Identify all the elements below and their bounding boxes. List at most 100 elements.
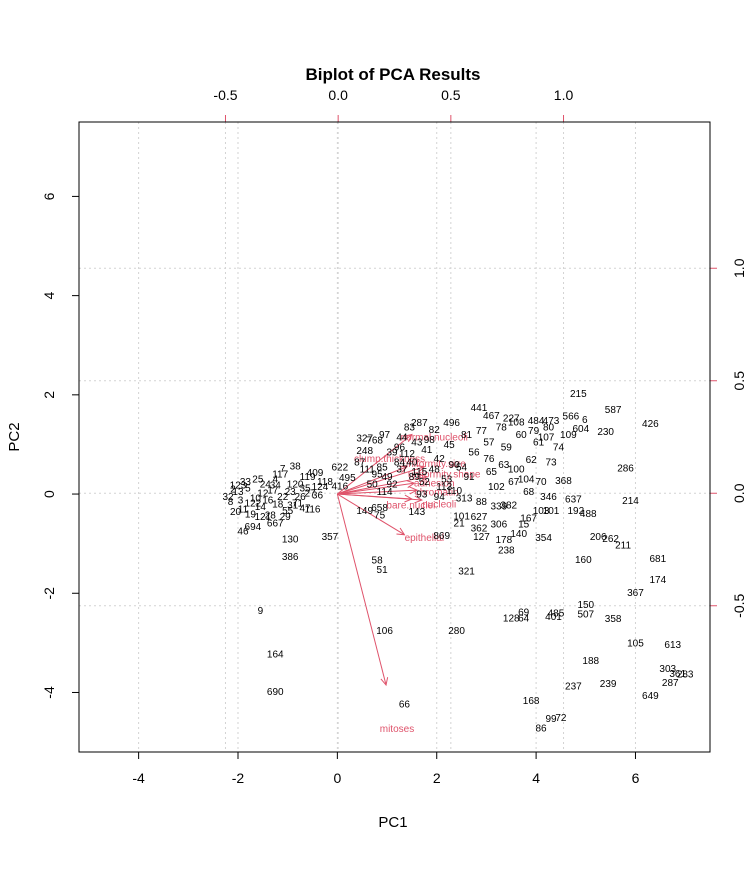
point-label-188: 115 <box>411 467 427 478</box>
point-label-126: 33 <box>240 477 252 488</box>
point-label-141: 52 <box>419 477 431 488</box>
y-tick-label-1: -2 <box>41 587 57 600</box>
point-label-16: 768 <box>366 435 383 446</box>
plot-frame <box>78 121 711 753</box>
loading-arrow-8 <box>337 489 417 495</box>
point-label-140: 50 <box>367 480 379 491</box>
point-label-92: 7 <box>280 464 286 475</box>
point-label-100: 71 <box>292 498 304 509</box>
point-label-60: 46 <box>237 526 249 537</box>
loading-arrowhead-3 <box>404 494 414 503</box>
grid-lines <box>79 122 710 752</box>
point-label-115: 20 <box>230 507 242 518</box>
point-label-138: 48 <box>429 465 441 476</box>
point-label-116: 22 <box>277 492 289 503</box>
point-label-68: 238 <box>498 546 515 557</box>
loading-arrow-7 <box>337 482 415 495</box>
loading-label-5: uniformity.size <box>403 459 467 470</box>
point-label-191: 118 <box>317 477 333 488</box>
point-label-10: 484 <box>528 416 545 427</box>
top-loading-axis: -0.5 0.0 0.5 1.0 <box>213 87 573 122</box>
point-label-98: 495 <box>339 473 356 484</box>
loading-label-3: bare.nuclei <box>386 500 435 511</box>
point-label-29: 160 <box>575 555 592 566</box>
point-label-124: 31 <box>287 500 299 511</box>
point-label-32: 358 <box>605 614 622 625</box>
loading-label-2: nucleoli <box>422 499 456 510</box>
point-label-73: 362 <box>471 523 488 534</box>
loading-arrow-3 <box>337 493 412 500</box>
point-label-170: 91 <box>463 472 475 483</box>
point-label-132: 40 <box>406 457 418 468</box>
point-label-45: 99 <box>545 714 557 725</box>
loading-label-9: normal.nucleoli <box>401 433 468 444</box>
point-label-63: 75 <box>374 510 386 521</box>
point-label-87: 128 <box>503 614 520 625</box>
point-label-42: 649 <box>642 691 659 702</box>
right-tick-label-2: 0.5 <box>731 371 747 391</box>
point-label-84: 140 <box>510 529 527 540</box>
point-label-131: 39 <box>386 447 398 458</box>
loading-label-0: epithelial <box>405 533 444 544</box>
top-tick-label-3: 1.0 <box>554 87 574 103</box>
point-label-109: 13 <box>232 487 244 498</box>
x-tick-label-4: 4 <box>532 770 540 786</box>
y-tick-label-2: 0 <box>41 490 57 498</box>
point-label-185: 112 <box>399 449 415 460</box>
point-label-51: 58 <box>372 556 384 567</box>
top-tick-label-1: 0.0 <box>328 87 348 103</box>
point-label-41: 237 <box>565 682 582 693</box>
point-label-168: 89 <box>409 472 421 483</box>
point-label-20: 637 <box>565 495 582 506</box>
point-label-112: 17 <box>267 486 279 497</box>
point-label-81: 15 <box>518 519 530 530</box>
point-label-53: 357 <box>322 532 339 543</box>
loading-label-7: adhesion <box>414 479 455 490</box>
loading-arrow-4 <box>337 466 408 495</box>
point-label-96: 416 <box>332 482 349 493</box>
y-tick-label-3: 2 <box>41 391 57 399</box>
point-label-166: 85 <box>377 462 389 473</box>
point-label-2: 426 <box>642 419 659 430</box>
point-label-54: 386 <box>282 552 299 563</box>
point-label-78: 167 <box>520 513 537 524</box>
point-label-36: 303 <box>659 664 676 675</box>
y-tick-label-5: 6 <box>41 192 57 200</box>
point-label-120: 26 <box>295 492 307 503</box>
loading-arrow-1 <box>336 493 387 686</box>
point-label-71: 627 <box>471 512 488 523</box>
loading-arrowhead-5 <box>416 465 426 473</box>
loading-arrowhead-7 <box>406 480 416 489</box>
point-label-147: 60 <box>516 430 528 441</box>
y-axis: -4 -2 0 2 4 6 <box>41 192 79 699</box>
point-label-47: 66 <box>399 699 411 710</box>
point-label-125: 32 <box>222 492 234 503</box>
point-label-119: 25 <box>252 475 264 486</box>
point-label-89: 64 <box>518 614 530 625</box>
point-label-55: 130 <box>282 535 299 546</box>
point-label-105: 8 <box>228 497 234 508</box>
point-label-175: 96 <box>394 442 406 453</box>
point-label-3: 566 <box>563 412 580 423</box>
point-label-157: 76 <box>483 454 495 465</box>
point-label-101: 55 <box>282 506 294 517</box>
loading-arrowhead-8 <box>409 486 419 495</box>
point-label-149: 62 <box>526 455 538 466</box>
point-label-110: 14 <box>255 502 267 513</box>
point-label-151: 65 <box>486 467 498 478</box>
right-tick-label-3: 1.0 <box>731 258 747 278</box>
point-label-31: 507 <box>577 610 594 621</box>
point-label-163: 82 <box>429 425 441 436</box>
point-label-159: 78 <box>496 423 508 434</box>
point-label-50: 321 <box>458 566 475 577</box>
point-label-102: 2 <box>230 485 236 496</box>
point-label-12: 287 <box>411 418 428 429</box>
point-label-34: 613 <box>664 640 681 651</box>
point-label-0: 215 <box>570 389 587 400</box>
point-label-79: 103 <box>533 506 550 517</box>
point-label-62: 149 <box>356 506 373 517</box>
point-label-77: 382 <box>500 500 517 511</box>
point-label-35: 188 <box>582 656 599 667</box>
point-label-58: 690 <box>267 687 284 698</box>
